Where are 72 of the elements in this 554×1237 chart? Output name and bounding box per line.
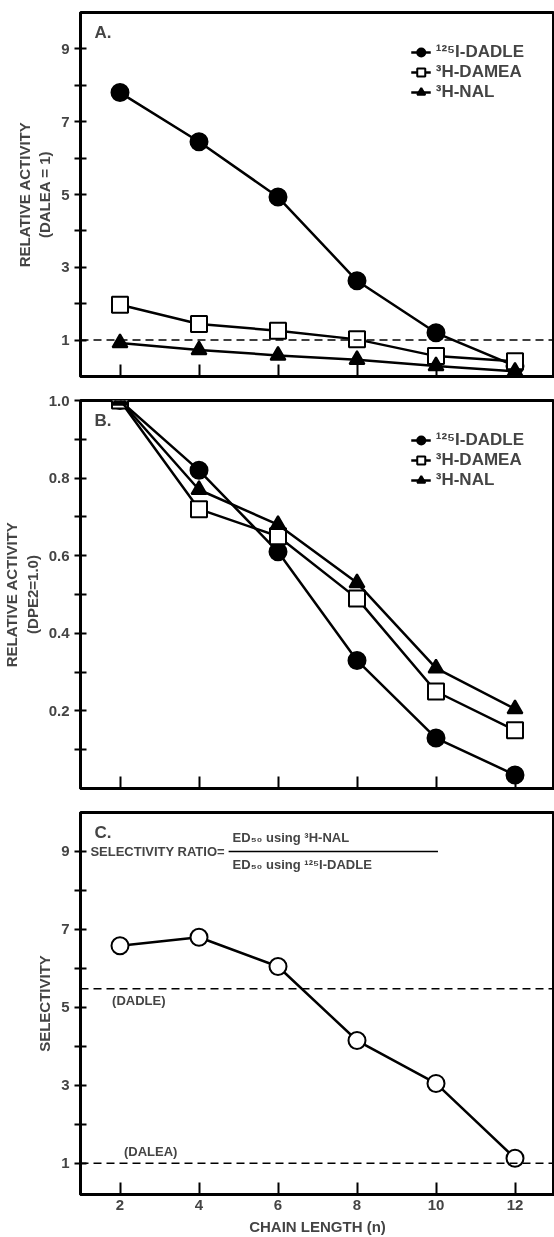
- point: [426, 1073, 446, 1093]
- annotation: ED₅₀ using ³H-NAL: [232, 830, 350, 846]
- x-axis-title: CHAIN LENGTH (n): [249, 1217, 386, 1235]
- y-tick-label: 7: [61, 920, 70, 938]
- point: [269, 321, 287, 340]
- legend-label: ¹²⁵I-DADLE: [435, 42, 524, 62]
- y-tick-label: 5: [61, 998, 70, 1016]
- ref-line-label: (DADLE): [112, 992, 166, 1008]
- text: A.: [94, 22, 112, 42]
- annotation: SELECTIVITY RATIO=: [90, 843, 226, 859]
- legend-label: ³H-NAL: [435, 82, 495, 102]
- point: [189, 132, 209, 152]
- x-tick-label: 10: [427, 1195, 445, 1213]
- y-tick-label: 0.8: [48, 469, 70, 487]
- point: [190, 315, 208, 334]
- point: [347, 1031, 367, 1051]
- point: [348, 330, 366, 349]
- point: [348, 589, 366, 608]
- y-tick-label: 0.4: [48, 624, 71, 642]
- ref-line-label: (DALEA): [123, 1144, 178, 1160]
- y-tick-label: 1: [61, 331, 70, 349]
- point: [268, 542, 288, 562]
- y-tick-label: 0.6: [48, 546, 70, 564]
- point: [111, 295, 129, 314]
- point: [426, 323, 446, 343]
- x-tick-label: 8: [352, 1195, 362, 1213]
- point: [426, 728, 446, 748]
- point: [190, 340, 208, 356]
- y-axis-title: SELECTIVITY: [36, 955, 54, 1052]
- y-tick-label: 1: [61, 1154, 70, 1172]
- point: [110, 936, 130, 956]
- text: C.: [94, 822, 112, 842]
- point: [505, 765, 525, 785]
- y-tick-label: 5: [61, 185, 70, 203]
- y-tick-label: 0.2: [48, 701, 70, 719]
- point: [506, 721, 524, 740]
- point: [427, 658, 445, 674]
- y-axis-title: RELATIVE ACTIVITY (DPE2=1.0): [3, 522, 41, 668]
- point: [268, 187, 288, 207]
- x-tick-label: 12: [506, 1195, 524, 1213]
- x-tick-label: 2: [115, 1195, 125, 1213]
- point: [269, 515, 287, 530]
- point: [347, 650, 367, 670]
- point: [189, 927, 209, 947]
- y-tick-label: 3: [61, 258, 70, 276]
- point: [348, 350, 366, 366]
- legend-label: ³H-DAMEA: [435, 450, 522, 470]
- y-tick-label: 7: [61, 112, 70, 130]
- point: [347, 271, 367, 291]
- legend-label: ³H-NAL: [435, 470, 495, 490]
- annotation: ED₅₀ using ¹²⁵I-DADLE: [232, 857, 373, 873]
- text: B.: [94, 410, 112, 430]
- y-tick-label: 9: [61, 842, 70, 860]
- point: [268, 956, 288, 976]
- point: [190, 500, 208, 519]
- legend-label: ¹²⁵I-DADLE: [435, 430, 524, 450]
- point: [189, 460, 209, 480]
- y-tick-label: 9: [61, 39, 70, 57]
- x-tick-label: 6: [273, 1195, 283, 1213]
- legend-label: ³H-DAMEA: [435, 62, 522, 82]
- point: [111, 333, 129, 349]
- y-tick-label: 1.0: [48, 391, 70, 409]
- point: [190, 480, 208, 496]
- point: [505, 1148, 525, 1168]
- point: [269, 345, 287, 361]
- point: [110, 83, 130, 103]
- x-tick-label: 4: [194, 1195, 204, 1213]
- y-tick-label: 3: [61, 1076, 70, 1094]
- point: [348, 573, 366, 589]
- y-axis-title: RELATIVE ACTIVITY (DALEA = 1): [15, 122, 54, 268]
- point: [506, 699, 524, 715]
- point: [427, 682, 445, 701]
